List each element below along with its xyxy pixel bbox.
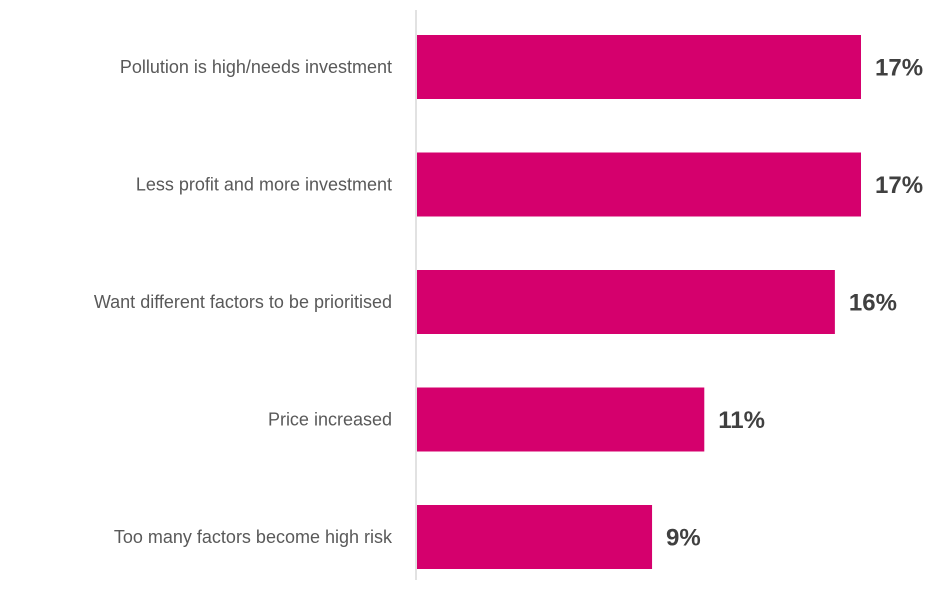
bar	[417, 387, 705, 452]
category-label: Less profit and more investment	[136, 175, 392, 195]
bars-layer: Pollution is high/needs investment 17% Les…	[94, 35, 923, 569]
bar-value-label: 17%	[875, 55, 923, 82]
category-label: Price increased	[268, 410, 392, 430]
bar-value-label: 11%	[718, 407, 765, 434]
bar-value-label: 16%	[849, 290, 897, 317]
bar	[417, 505, 653, 569]
bar	[417, 152, 861, 217]
bar	[417, 35, 861, 99]
category-label: Want different factors to be prioritised	[94, 292, 392, 312]
bar	[417, 270, 835, 334]
bar-value-label: 17%	[875, 172, 923, 199]
bar-value-label: 9%	[666, 525, 701, 552]
category-label: Pollution is high/needs investment	[120, 57, 392, 77]
category-label: Too many factors become high risk	[114, 527, 393, 547]
